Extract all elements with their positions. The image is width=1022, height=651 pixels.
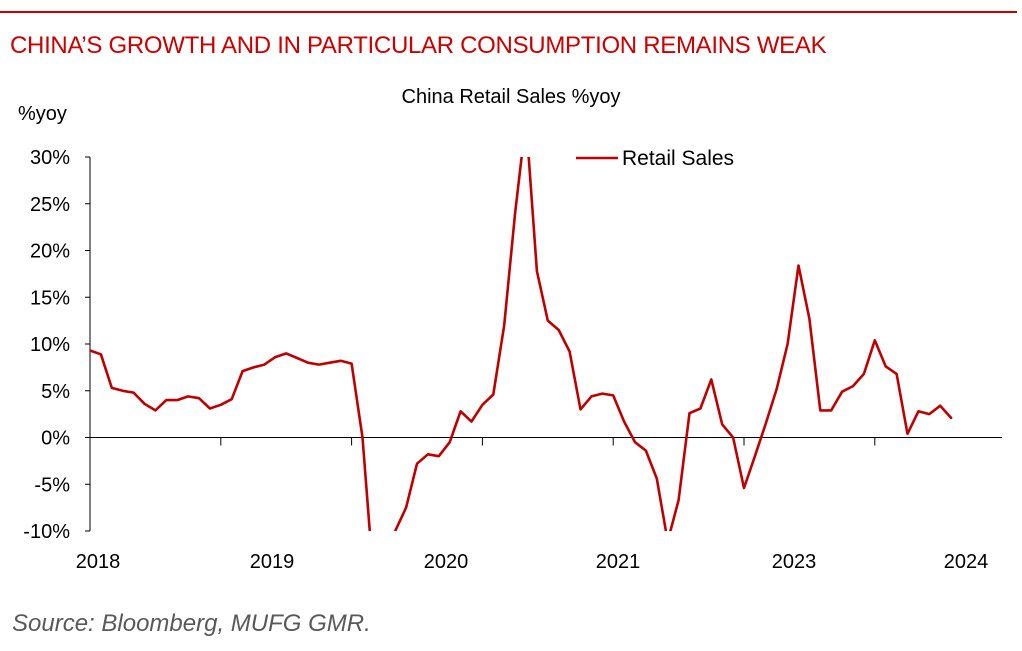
y-tick-label: -10%: [23, 521, 70, 543]
series-line-retail-sales: [90, 157, 953, 531]
axes: 30% 25% 20% 15% 10% 5% 0% -5% -10% 2018 2019 2020 20…: [23, 147, 1002, 573]
series-layer: [90, 157, 953, 531]
y-tick-label: 20%: [30, 241, 70, 263]
chart-title: China Retail Sales %yoy: [401, 86, 621, 108]
y-tick-label: -5%: [34, 474, 70, 496]
y-tick-label: 0%: [41, 428, 70, 450]
y-tick-label: 30%: [30, 147, 70, 169]
legend: Retail Sales: [576, 147, 734, 170]
x-tick-label: 2020: [424, 551, 469, 573]
x-tick-label: 2024: [944, 551, 989, 573]
x-tick-label: 2023: [772, 551, 817, 573]
y-axis-unit-label: %yoy: [18, 103, 67, 125]
y-tick-label: 25%: [30, 194, 70, 216]
x-tick-label: 2019: [250, 551, 295, 573]
x-tick-label: 2021: [596, 551, 641, 573]
legend-label: Retail Sales: [622, 147, 734, 170]
y-tick-label: 15%: [30, 287, 70, 309]
page-title: CHINA’S GROWTH AND IN PARTICULAR CONSUMP…: [10, 32, 827, 59]
x-tick-label: 2018: [76, 551, 121, 573]
top-rule: [0, 11, 1017, 13]
y-tick-label: 5%: [41, 381, 70, 403]
y-tick-label: 10%: [30, 334, 70, 356]
source-note: Source: Bloomberg, MUFG GMR.: [12, 610, 371, 637]
